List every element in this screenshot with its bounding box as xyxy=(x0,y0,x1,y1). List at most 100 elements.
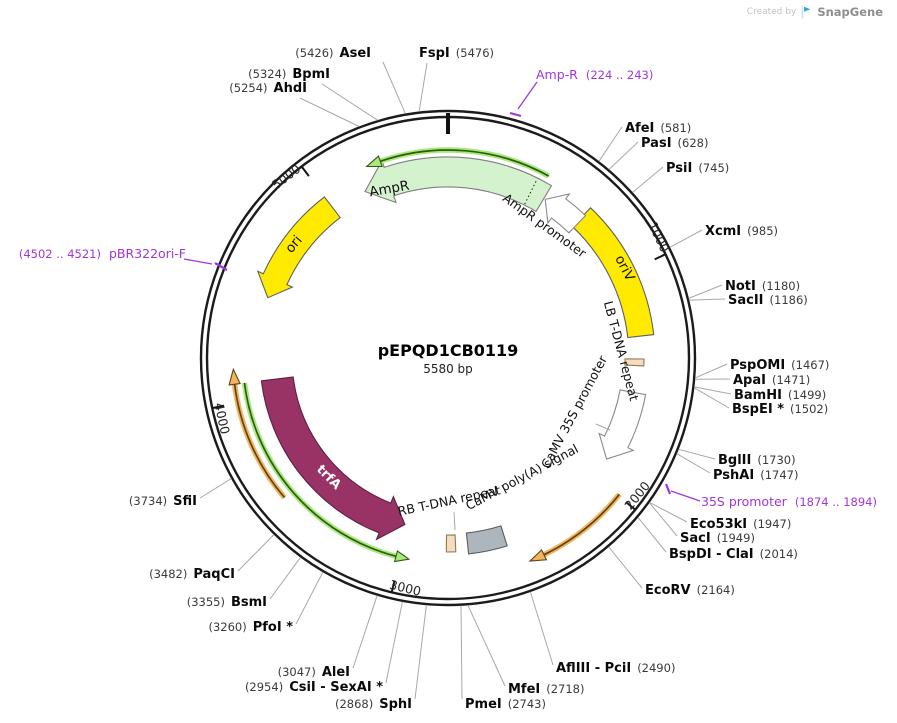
enzyme-leader-pasi xyxy=(608,141,639,170)
feature-label-camv-polya-signal[interactable]: CaMV poly(A) signal xyxy=(463,441,581,513)
enzyme-label-afei[interactable]: AfeI (581) xyxy=(625,121,691,136)
enzyme-leader-pshai xyxy=(676,453,711,474)
enzyme-leader-fspi xyxy=(418,62,428,112)
enzyme-label-noti[interactable]: NotI (1180) xyxy=(725,279,800,294)
enzyme-label-pmei[interactable]: PmeI (2743) xyxy=(465,697,546,712)
watermark-created-by: Created by xyxy=(746,7,797,17)
enzyme-leader-saci xyxy=(649,502,678,537)
enzyme-label-bsmi[interactable]: (3355) BsmI xyxy=(187,595,267,610)
enzyme-label-sphi[interactable]: (2868) SphI xyxy=(335,697,412,712)
tick-2000 xyxy=(625,501,636,511)
feature-boundary-ampr xyxy=(524,178,538,205)
feature-ampr[interactable] xyxy=(364,156,553,213)
enzyme-label-eco53ki[interactable]: Eco53kI (1947) xyxy=(690,517,791,532)
primer-mark-35s-promoter[interactable] xyxy=(664,483,672,495)
primer-leader-pbr322ori-f xyxy=(183,258,213,265)
feature-camv-polya-signal[interactable] xyxy=(465,525,508,555)
enzyme-leader-ahdi xyxy=(299,97,360,127)
enzyme-label-mfei[interactable]: MfeI (2718) xyxy=(508,682,585,697)
enzyme-label-ecorv[interactable]: EcoRV (2164) xyxy=(645,583,735,598)
feature-lb-tdna-repeat[interactable] xyxy=(624,358,645,367)
feature-label-ampr[interactable]: AmpR xyxy=(368,178,411,201)
tick-4000 xyxy=(212,404,225,410)
watermark-brand: SnapGene xyxy=(817,5,883,19)
snapgene-watermark: Created by SnapGene xyxy=(747,5,883,19)
primer-leader-amp-r xyxy=(517,81,538,110)
primer-mark-pbr322ori-f[interactable] xyxy=(214,262,228,271)
orf-arrow-orange-right[interactable] xyxy=(528,492,622,562)
feature-oriv[interactable] xyxy=(571,207,655,339)
enzyme-leader-bsmi xyxy=(269,557,301,600)
enzyme-label-fspi[interactable]: FspI (5476) xyxy=(419,46,494,61)
enzyme-leader-sphi xyxy=(414,605,427,700)
feature-ampr-promoter[interactable] xyxy=(544,193,587,234)
enzyme-leader-xcmi xyxy=(669,229,703,248)
enzyme-label-pasi[interactable]: PasI (628) xyxy=(641,136,708,151)
enzyme-leader-afliii-pcii xyxy=(529,591,554,666)
primer-label-35s-promoter[interactable]: 35S promoter (1874 .. 1894) xyxy=(701,494,877,509)
orf-arrow-green-top[interactable] xyxy=(365,147,551,179)
tick-label-4000: 4000 xyxy=(212,401,233,435)
enzyme-leader-pspomi xyxy=(694,363,728,379)
primer-leader-35s-promoter xyxy=(670,490,701,502)
enzyme-leader-bpmi xyxy=(321,83,378,121)
enzyme-leader-bglii xyxy=(678,448,716,460)
enzyme-leader-csii-sexai xyxy=(385,601,403,684)
enzyme-label-csii-sexai[interactable]: (2954) CsiI - SexAI * xyxy=(245,680,383,695)
feature-camv-35s-promoter[interactable] xyxy=(598,389,647,460)
enzyme-leader-afei xyxy=(598,126,623,162)
orf-arrow-green-bottom[interactable] xyxy=(241,382,411,563)
plasmid-name: pEPQD1CB0119 xyxy=(378,341,519,360)
leader-camv-35s-promoter xyxy=(595,423,611,431)
enzyme-label-saci[interactable]: SacI (1949) xyxy=(680,531,755,546)
enzyme-leader-alei xyxy=(352,595,378,669)
tick-label-1000: 1000 xyxy=(645,219,672,254)
tick-1000 xyxy=(654,253,666,261)
enzyme-label-bglii[interactable]: BglII (1730) xyxy=(718,453,796,468)
enzyme-label-bspei[interactable]: BspEI * (1502) xyxy=(732,402,828,417)
plasmid-backbone-outer-circle xyxy=(199,109,697,607)
feature-rb-tdna-repeat[interactable] xyxy=(445,534,457,553)
enzyme-leader-sfii xyxy=(199,478,232,499)
enzyme-leader-bamhi xyxy=(694,386,732,395)
enzyme-leader-asei xyxy=(382,61,406,114)
primer-label-amp-r[interactable]: Amp-R (224 .. 243) xyxy=(536,67,653,82)
enzyme-label-ahdi[interactable]: (5254) AhdI xyxy=(229,81,307,96)
enzyme-leader-bspei xyxy=(693,387,730,409)
enzyme-leader-ecorv xyxy=(608,546,643,589)
plasmid-size: 5580 bp xyxy=(423,362,473,376)
orf-arrow-orange-left[interactable] xyxy=(228,367,287,500)
enzyme-label-sfii[interactable]: (3734) SfiI xyxy=(129,494,197,509)
enzyme-label-bpmi[interactable]: (5324) BpmI xyxy=(248,67,330,82)
feature-trfa[interactable] xyxy=(260,376,406,541)
enzyme-leader-mfei xyxy=(467,604,506,687)
enzyme-leader-pfoi xyxy=(295,571,324,625)
tick-3000 xyxy=(390,580,396,593)
enzyme-label-pshai[interactable]: PshAI (1747) xyxy=(713,468,798,483)
enzyme-label-bspdi-clai[interactable]: BspDI - ClaI (2014) xyxy=(669,547,798,562)
feature-ori[interactable] xyxy=(256,196,341,299)
enzyme-leader-paqci xyxy=(237,534,275,572)
enzyme-label-pspomi[interactable]: PspOMI (1467) xyxy=(730,358,829,373)
primer-label-pbr322ori-f[interactable]: (4502 .. 4521) pBR322ori-F xyxy=(19,246,186,261)
enzyme-label-xcmi[interactable]: XcmI (985) xyxy=(705,224,778,239)
enzyme-label-bamhi[interactable]: BamHI (1499) xyxy=(734,388,826,403)
enzyme-label-afliii-pcii[interactable]: AflIII - PciI (2490) xyxy=(556,661,675,676)
tick-label-3000: 3000 xyxy=(388,577,422,599)
enzyme-leader-pmei xyxy=(460,605,463,700)
tick-5000 xyxy=(300,165,310,177)
enzyme-label-asei[interactable]: (5426) AseI xyxy=(295,46,371,61)
enzyme-label-alei[interactable]: (3047) AleI xyxy=(278,665,350,680)
enzyme-leader-noti xyxy=(688,284,723,299)
enzyme-label-psii[interactable]: PsiI (745) xyxy=(666,161,729,176)
enzyme-label-paqci[interactable]: (3482) PaqCI xyxy=(149,567,235,582)
enzyme-leader-bspdi-clai xyxy=(637,517,667,553)
enzyme-leader-sacii xyxy=(689,298,726,301)
enzyme-label-pfoi[interactable]: (3260) PfoI * xyxy=(208,620,293,635)
enzyme-label-apai[interactable]: ApaI (1471) xyxy=(733,373,810,388)
primer-mark-amp-r[interactable] xyxy=(509,111,522,118)
tick-label-5000: 5000 xyxy=(269,161,303,192)
enzyme-label-sacii[interactable]: SacII (1186) xyxy=(728,293,808,308)
snapgene-flag-icon xyxy=(802,6,811,18)
